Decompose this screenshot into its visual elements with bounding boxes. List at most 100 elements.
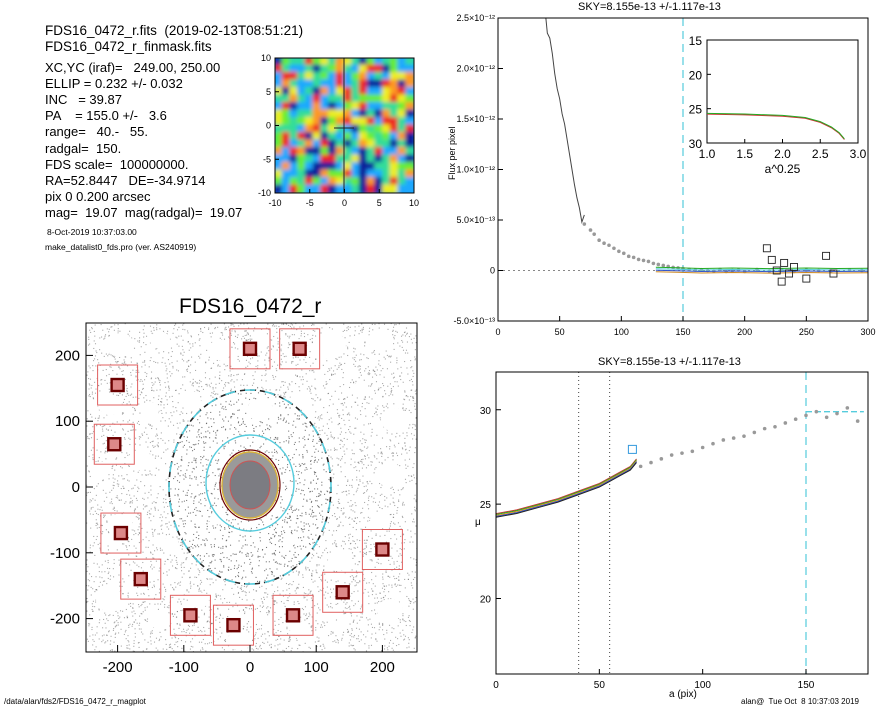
noise-dot (149, 325, 152, 327)
noise-dot (410, 536, 412, 538)
noise-dot (365, 553, 367, 555)
noise-dot (243, 625, 245, 627)
noise-dot (99, 337, 101, 339)
heatmap-cell (281, 132, 292, 142)
noise-dot (184, 475, 186, 477)
noise-dot (166, 403, 169, 405)
noise-dot (179, 624, 181, 626)
noise-dot (257, 550, 259, 552)
noise-dot (300, 335, 302, 337)
noise-dot (112, 477, 114, 479)
noise-dot (209, 507, 211, 509)
noise-dot (206, 539, 208, 541)
noise-dot (165, 479, 167, 481)
noise-dot (363, 424, 365, 426)
noise-dot (325, 498, 327, 500)
noise-dot (385, 350, 387, 352)
noise-dot (323, 645, 325, 647)
noise-dot (342, 513, 344, 515)
noise-dot (199, 379, 201, 381)
noise-dot (190, 347, 192, 349)
noise-dot (334, 390, 336, 392)
noise-dot (97, 359, 99, 361)
noise-dot (386, 632, 388, 634)
noise-dot (201, 561, 203, 563)
noise-dot (270, 646, 272, 648)
noise-dot (193, 448, 195, 450)
noise-dot (283, 507, 285, 509)
noise-dot (238, 450, 240, 452)
noise-dot (195, 369, 197, 372)
noise-dot (221, 380, 223, 382)
noise-dot (211, 405, 213, 407)
noise-dot (300, 409, 302, 411)
noise-dot (400, 635, 402, 637)
noise-dot (195, 507, 197, 509)
noise-dot (243, 388, 246, 390)
heatmap-cell (351, 177, 361, 187)
noise-dot (179, 441, 181, 443)
noise-dot (326, 499, 328, 501)
noise-dot (90, 331, 92, 333)
noise-dot (134, 484, 136, 486)
noise-dot (176, 410, 178, 412)
noise-dot (123, 478, 125, 480)
noise-dot (131, 424, 133, 426)
noise-dot (413, 498, 415, 500)
noise-dot (276, 422, 278, 424)
noise-dot (234, 427, 236, 429)
noise-dot (238, 360, 241, 362)
noise-dot (352, 504, 354, 506)
heatmap-cell (389, 102, 400, 112)
noise-dot (116, 394, 118, 396)
noise-dot (394, 583, 396, 585)
noise-dot (277, 337, 279, 339)
noise-dot (293, 554, 295, 556)
noise-dot (181, 518, 183, 520)
noise-dot (298, 415, 300, 417)
noise-dot (384, 358, 386, 360)
noise-dot (198, 436, 201, 438)
noise-dot (370, 461, 372, 463)
noise-dot (139, 615, 141, 617)
noise-dot (224, 385, 226, 387)
noise-dot (378, 600, 380, 603)
noise-dot (195, 443, 197, 445)
noise-dot (95, 350, 97, 352)
noise-dot (322, 532, 324, 534)
heatmap-cell (275, 117, 284, 127)
noise-dot (204, 377, 207, 379)
noise-dot (324, 579, 326, 581)
noise-dot (129, 502, 131, 504)
noise-dot (100, 451, 102, 453)
noise-dot (130, 386, 132, 388)
noise-dot (404, 399, 406, 401)
noise-dot (309, 498, 311, 500)
heatmap-cell (405, 139, 414, 149)
noise-dot (318, 576, 320, 578)
noise-dot (268, 360, 270, 362)
noise-dot (384, 459, 386, 461)
noise-dot (283, 392, 285, 394)
mask-file: FDS16_0472_r_finmask.fits (45, 39, 212, 54)
noise-dot (374, 468, 376, 470)
noise-dot (124, 361, 126, 363)
noise-dot (92, 397, 94, 399)
noise-dot (225, 328, 227, 331)
noise-dot (159, 567, 161, 569)
noise-dot (412, 541, 414, 543)
noise-dot (405, 467, 407, 469)
noise-dot (403, 504, 405, 506)
noise-dot (305, 523, 307, 525)
noise-dot (285, 485, 287, 487)
noise-dot (312, 398, 314, 400)
heatmap-cell (281, 154, 292, 164)
noise-dot (265, 389, 267, 391)
noise-dot (254, 634, 257, 636)
noise-dot (260, 351, 262, 353)
noise-dot (204, 545, 206, 547)
noise-dot (267, 641, 269, 643)
noise-dot (94, 499, 96, 501)
noise-dot (279, 389, 281, 391)
noise-dot (383, 591, 385, 593)
